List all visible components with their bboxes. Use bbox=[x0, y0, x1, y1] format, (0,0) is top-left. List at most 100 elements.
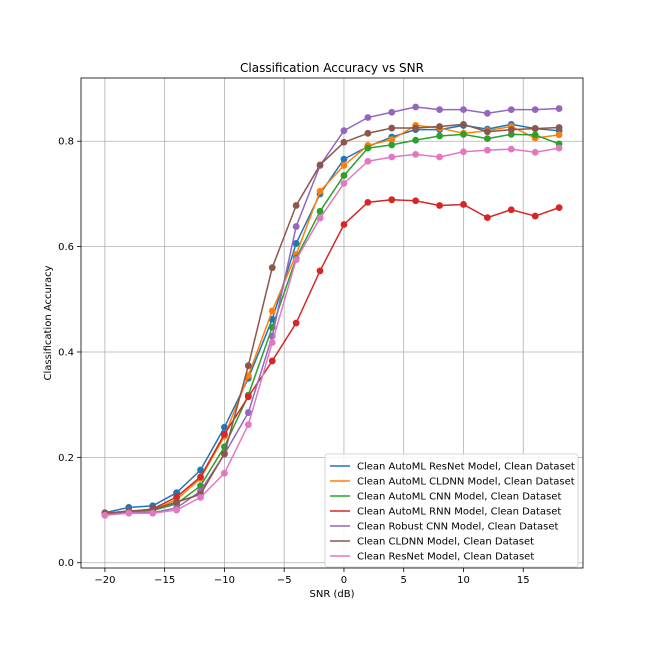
data-point bbox=[555, 131, 563, 139]
y-axis-ticks: 0.0 0.2 0.4 0.6 0.8 bbox=[58, 137, 81, 569]
data-point bbox=[436, 123, 443, 130]
x-tick-label: 10 bbox=[457, 575, 470, 586]
data-point bbox=[483, 214, 491, 222]
x-tick-label: 15 bbox=[517, 575, 530, 586]
data-point bbox=[412, 197, 420, 205]
x-tick-label: 5 bbox=[401, 575, 407, 586]
data-point bbox=[460, 201, 467, 208]
data-point bbox=[531, 106, 539, 114]
data-point bbox=[268, 307, 276, 315]
series-line bbox=[104, 106, 560, 515]
data-point bbox=[173, 493, 181, 501]
data-point bbox=[555, 124, 563, 131]
legend-label: Clean AutoML CNN Model, Clean Dataset bbox=[357, 492, 561, 503]
data-point bbox=[412, 150, 420, 158]
legend: Clean AutoML ResNet Model, Clean Dataset… bbox=[324, 453, 579, 568]
data-point bbox=[244, 362, 252, 370]
data-point bbox=[412, 124, 420, 132]
legend-label: Clean Robust CNN Model, Clean Dataset bbox=[357, 522, 558, 533]
data-point bbox=[316, 267, 324, 275]
data-point bbox=[507, 126, 515, 134]
x-tick-label: −10 bbox=[214, 575, 235, 586]
data-point bbox=[507, 130, 515, 138]
series-line bbox=[104, 123, 560, 514]
data-point bbox=[197, 466, 204, 474]
data-point bbox=[460, 120, 467, 128]
x-axis-title: SNR (dB) bbox=[310, 589, 355, 600]
data-point bbox=[316, 214, 324, 222]
legend-label: Clean AutoML ResNet Model, Clean Dataset bbox=[357, 462, 575, 473]
x-tick-label: 0 bbox=[341, 575, 347, 586]
data-point bbox=[436, 132, 443, 140]
data-point bbox=[292, 223, 300, 230]
legend-label: Clean ResNet Model, Clean Dataset bbox=[357, 552, 534, 563]
data-point bbox=[268, 339, 276, 346]
legend-label: Clean CLDNN Model, Clean Dataset bbox=[357, 537, 534, 548]
data-point bbox=[555, 144, 563, 152]
data-point bbox=[555, 204, 563, 212]
series-line bbox=[104, 198, 560, 516]
data-point bbox=[197, 473, 204, 481]
data-point bbox=[531, 125, 539, 132]
data-point bbox=[340, 127, 348, 135]
data-point bbox=[316, 207, 324, 215]
legend-box bbox=[324, 453, 579, 568]
x-tick-label: −15 bbox=[154, 575, 175, 586]
data-point bbox=[388, 196, 396, 204]
data-point bbox=[364, 129, 372, 137]
y-tick-label: 0.4 bbox=[58, 347, 74, 358]
data-point bbox=[268, 264, 276, 272]
data-point bbox=[460, 130, 467, 138]
data-point bbox=[412, 136, 420, 144]
series-group bbox=[101, 144, 563, 519]
data-point bbox=[292, 240, 300, 247]
data-point bbox=[364, 114, 372, 121]
data-point bbox=[460, 106, 467, 114]
data-point bbox=[507, 206, 515, 214]
data-point bbox=[364, 157, 372, 165]
data-point bbox=[221, 450, 228, 458]
plot-frame bbox=[80, 77, 584, 569]
data-point bbox=[221, 423, 228, 431]
y-tick-label: 0.6 bbox=[58, 242, 74, 253]
x-axis-ticks: −20 −15 −10 −5 0 5 10 15 bbox=[94, 568, 530, 586]
data-point bbox=[436, 202, 443, 209]
y-tick-label: 0.8 bbox=[58, 137, 74, 148]
data-point bbox=[244, 409, 252, 416]
data-point bbox=[460, 148, 467, 156]
series-lines bbox=[101, 103, 563, 519]
data-point bbox=[507, 106, 515, 114]
data-point bbox=[388, 141, 396, 149]
x-tick-label: −5 bbox=[277, 575, 292, 586]
data-point bbox=[101, 511, 109, 519]
data-point bbox=[125, 509, 133, 517]
data-point bbox=[412, 103, 420, 111]
data-point bbox=[388, 124, 396, 132]
data-point bbox=[507, 145, 515, 153]
data-point bbox=[316, 161, 324, 169]
data-point bbox=[268, 357, 276, 365]
data-point bbox=[244, 393, 252, 401]
chart-title: Classification Accuracy vs SNR bbox=[240, 61, 424, 75]
data-point bbox=[531, 148, 539, 156]
series-group bbox=[101, 120, 563, 517]
legend-label: Clean AutoML CLDNN Model, Clean Dataset bbox=[357, 477, 575, 488]
data-point bbox=[292, 319, 300, 327]
data-point bbox=[149, 509, 157, 517]
data-point bbox=[531, 212, 539, 220]
data-point bbox=[340, 179, 348, 187]
data-point bbox=[244, 421, 252, 429]
data-point bbox=[173, 506, 181, 514]
data-point bbox=[221, 469, 228, 477]
data-point bbox=[173, 498, 181, 506]
data-point bbox=[340, 155, 348, 163]
data-point bbox=[436, 106, 443, 114]
legend-label: Clean AutoML RNN Model, Clean Dataset bbox=[357, 507, 561, 518]
data-point bbox=[364, 144, 372, 152]
data-point bbox=[292, 202, 300, 209]
data-point bbox=[483, 135, 491, 142]
y-axis-title: Classification Accuracy bbox=[43, 265, 54, 380]
data-point bbox=[197, 493, 204, 501]
